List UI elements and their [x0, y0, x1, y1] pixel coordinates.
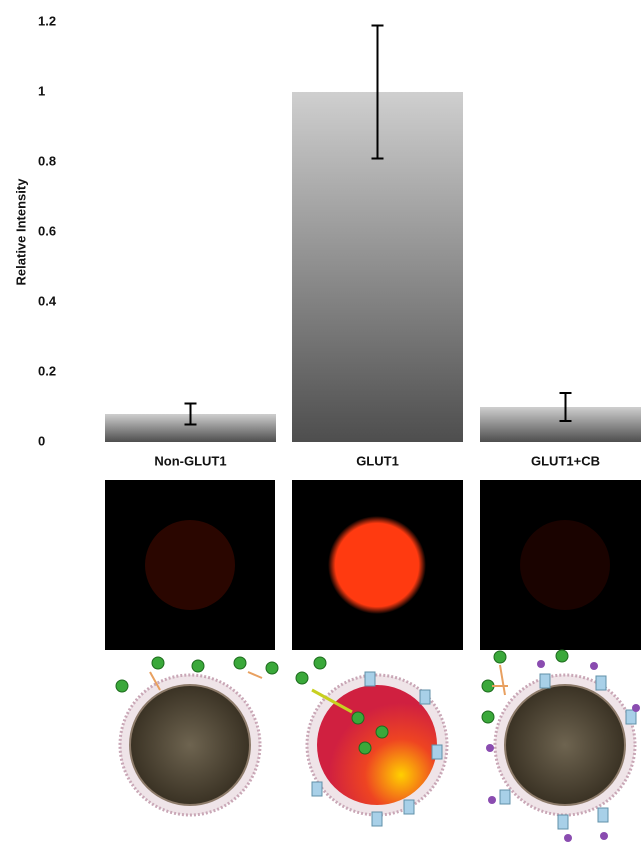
error-bar — [371, 24, 384, 160]
error-bar — [559, 392, 572, 422]
y-tick-label: 0 — [38, 433, 45, 448]
x-tick-label: Non-GLUT1 — [154, 453, 226, 468]
y-tick-label: 0.2 — [38, 363, 56, 378]
y-tick-label: 0.4 — [38, 293, 57, 308]
x-tick-label: GLUT1 — [356, 453, 399, 468]
cell-illustrations — [115, 649, 640, 842]
microscopy-images — [105, 480, 641, 650]
error-bar — [184, 402, 197, 426]
y-tick-label: 0.8 — [38, 153, 56, 168]
y-tick-label: 1 — [38, 83, 45, 98]
bar — [480, 407, 641, 442]
y-axis-label: Relative Intensity — [13, 178, 28, 286]
y-tick-label: 0.6 — [38, 223, 56, 238]
x-tick-label: GLUT1+CB — [531, 453, 600, 468]
y-tick-label: 1.2 — [38, 13, 56, 28]
